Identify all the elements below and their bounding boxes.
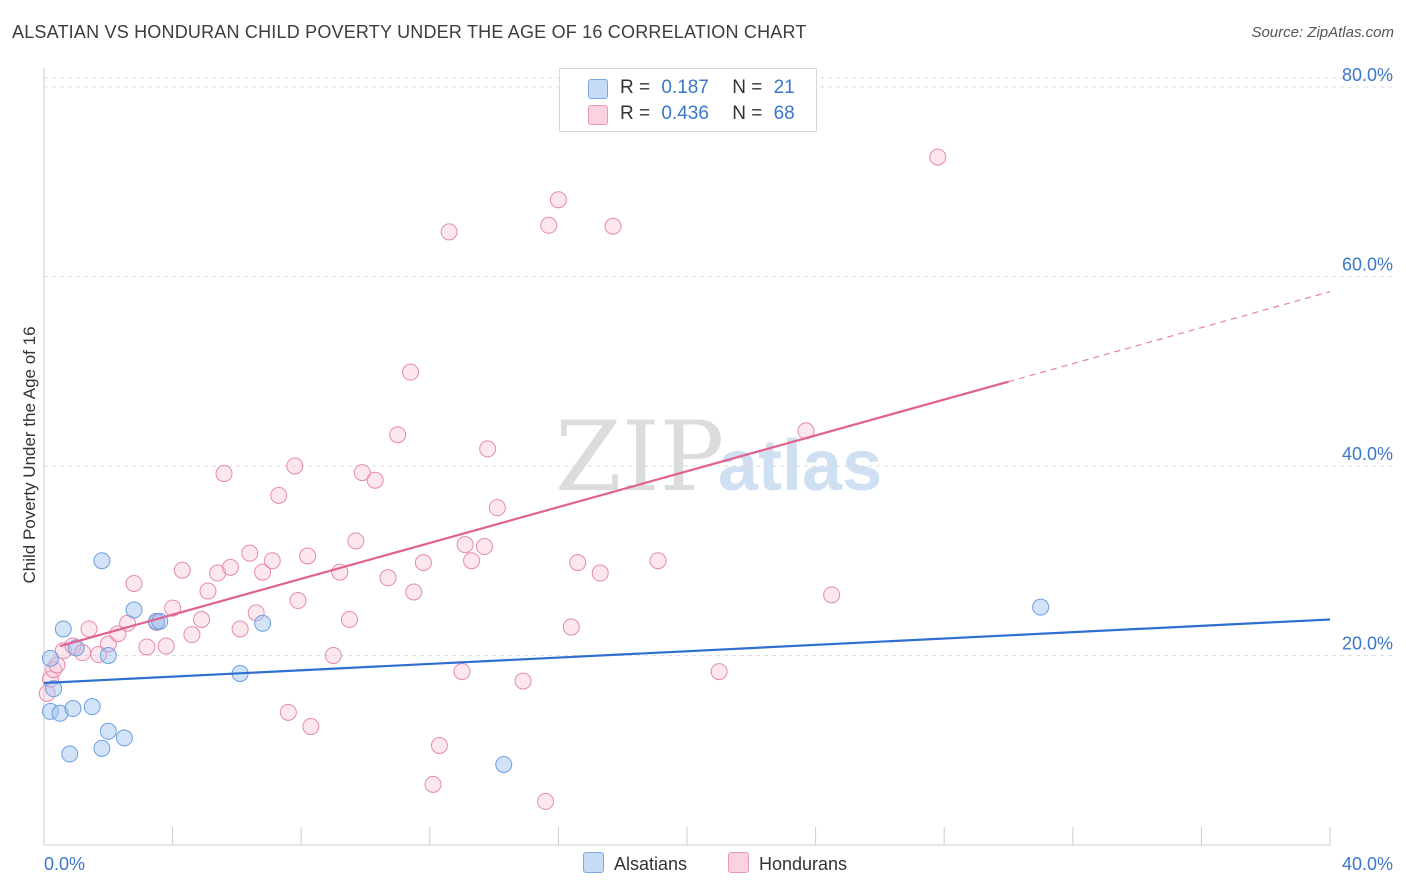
point-hondurans xyxy=(431,738,447,754)
point-hondurans xyxy=(367,472,383,488)
trend-line-hondurans xyxy=(60,382,1008,646)
point-hondurans xyxy=(403,364,419,380)
legend-r-value: 0.436 xyxy=(661,103,709,124)
legend-swatch-alsatians xyxy=(588,79,608,99)
point-alsatians xyxy=(42,650,58,666)
bottom-legend-swatch-alsatians xyxy=(583,852,604,873)
point-hondurans xyxy=(390,427,406,443)
bottom-legend-swatch-hondurans xyxy=(728,852,749,873)
point-hondurans xyxy=(232,621,248,637)
point-hondurans xyxy=(441,224,457,240)
legend-n-value: 21 xyxy=(774,77,795,98)
point-hondurans xyxy=(280,704,296,720)
point-hondurans xyxy=(406,584,422,600)
point-hondurans xyxy=(174,562,190,578)
point-hondurans xyxy=(824,587,840,603)
point-hondurans xyxy=(605,218,621,234)
y-tick-label: 80.0% xyxy=(1342,65,1393,85)
point-hondurans xyxy=(81,621,97,637)
x-tick-label-max: 40.0% xyxy=(1342,854,1393,874)
watermark-zip: ZIP xyxy=(555,401,724,513)
x-tick-labels: 0.0% 40.0% xyxy=(44,854,1393,874)
point-hondurans xyxy=(216,466,232,482)
point-hondurans xyxy=(325,647,341,663)
point-hondurans xyxy=(194,611,210,627)
point-alsatians xyxy=(496,756,512,772)
point-alsatians xyxy=(94,740,110,756)
point-hondurans xyxy=(271,487,287,503)
point-hondurans xyxy=(457,537,473,553)
point-hondurans xyxy=(570,555,586,571)
legend-r-value: 0.187 xyxy=(661,77,709,98)
point-hondurans xyxy=(290,593,306,609)
point-alsatians xyxy=(255,615,271,631)
x-ticks xyxy=(44,827,1330,845)
point-hondurans xyxy=(380,570,396,586)
point-hondurans xyxy=(563,619,579,635)
point-hondurans xyxy=(592,565,608,581)
y-tick-label: 60.0% xyxy=(1342,254,1393,274)
point-hondurans xyxy=(489,500,505,516)
point-hondurans xyxy=(476,539,492,555)
point-hondurans xyxy=(425,776,441,792)
point-hondurans xyxy=(538,793,554,809)
point-alsatians xyxy=(100,647,116,663)
watermark: ZIP atlas xyxy=(555,401,882,513)
point-alsatians xyxy=(84,699,100,715)
point-hondurans xyxy=(287,458,303,474)
legend-n-label: N = xyxy=(732,77,762,98)
point-alsatians xyxy=(100,723,116,739)
point-alsatians xyxy=(1033,599,1049,615)
point-alsatians xyxy=(126,602,142,618)
point-hondurans xyxy=(139,639,155,655)
point-hondurans xyxy=(930,149,946,165)
point-alsatians xyxy=(116,730,132,746)
point-hondurans xyxy=(200,583,216,599)
scatter-plot: ZIP atlas 20.0% 40.0% 60.0% 80.0% 0.0% 40.0… xyxy=(0,0,1406,892)
point-alsatians xyxy=(94,553,110,569)
point-hondurans xyxy=(415,555,431,571)
bottom-legend-alsatians[interactable]: Alsatians xyxy=(583,852,687,875)
point-hondurans xyxy=(650,553,666,569)
point-hondurans xyxy=(184,627,200,643)
legend-n-value: 68 xyxy=(774,103,795,124)
series-alsatians xyxy=(42,553,1048,773)
trend-extension-hondurans xyxy=(1009,292,1331,382)
point-alsatians xyxy=(65,701,81,717)
legend-swatch-hondurans xyxy=(588,105,608,125)
point-hondurans xyxy=(480,441,496,457)
point-hondurans xyxy=(303,719,319,735)
point-hondurans xyxy=(158,638,174,654)
point-hondurans xyxy=(242,545,258,561)
bottom-legend-hondurans[interactable]: Hondurans xyxy=(728,852,847,875)
point-hondurans xyxy=(300,548,316,564)
x-tick-label-min: 0.0% xyxy=(44,854,85,874)
point-hondurans xyxy=(711,664,727,680)
point-hondurans xyxy=(541,217,557,233)
legend-n-label: N = xyxy=(732,103,762,124)
point-hondurans xyxy=(126,575,142,591)
point-hondurans xyxy=(348,533,364,549)
point-hondurans xyxy=(454,664,470,680)
point-hondurans xyxy=(341,611,357,627)
legend-r-label: R = xyxy=(620,77,650,98)
y-tick-labels: 20.0% 40.0% 60.0% 80.0% xyxy=(1342,65,1393,654)
point-alsatians xyxy=(55,621,71,637)
legend-r-label: R = xyxy=(620,103,650,124)
gridlines xyxy=(44,78,1393,655)
point-alsatians xyxy=(62,746,78,762)
bottom-legend-label-alsatians: Alsatians xyxy=(614,854,687,874)
point-hondurans xyxy=(515,673,531,689)
point-hondurans xyxy=(464,553,480,569)
y-tick-label: 40.0% xyxy=(1342,444,1393,464)
legend-box: R = 0.187 N = 21 R = 0.436 N = 68 xyxy=(559,68,817,132)
point-hondurans xyxy=(264,553,280,569)
point-hondurans xyxy=(222,559,238,575)
bottom-legend-label-hondurans: Hondurans xyxy=(759,854,847,874)
y-tick-label: 20.0% xyxy=(1342,633,1393,653)
point-hondurans xyxy=(550,192,566,208)
